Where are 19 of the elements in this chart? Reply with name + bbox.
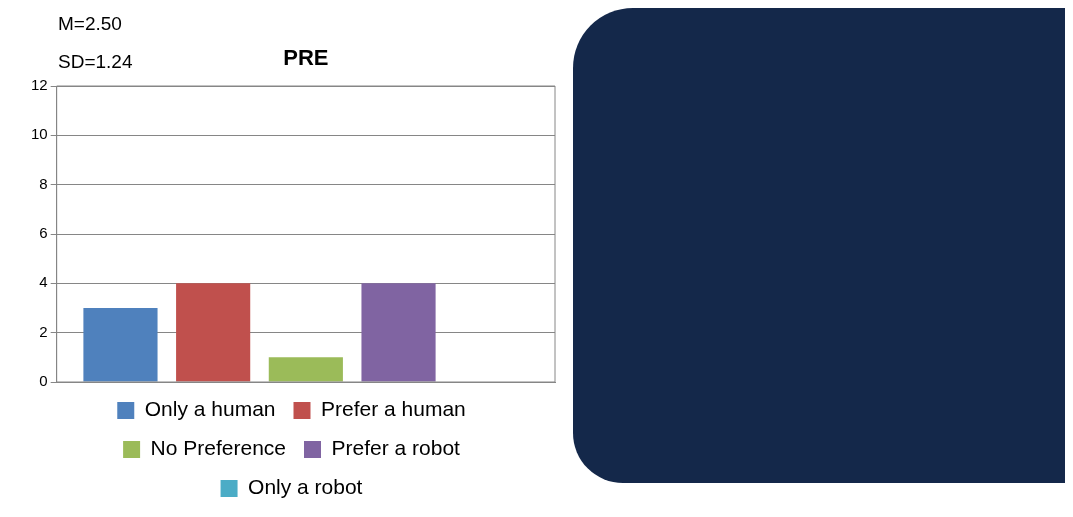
legend-label: Only a human — [144, 397, 276, 421]
text: M=2.50 — [58, 13, 122, 34]
text: SD=1.24 — [58, 51, 133, 72]
y-tick-label: 8 — [39, 174, 48, 192]
legend-label: Only a robot — [248, 475, 363, 499]
bar — [268, 357, 343, 382]
y-tick-label: 4 — [39, 273, 48, 291]
legend-label: Prefer a robot — [331, 436, 461, 460]
bar — [83, 308, 158, 382]
y-tick-label: 10 — [31, 125, 48, 143]
y-tick-label: 2 — [39, 322, 48, 340]
bar — [361, 283, 436, 382]
legend-label: No Preference — [150, 436, 287, 460]
chart-title: PRE — [283, 45, 329, 70]
bar — [176, 283, 251, 382]
y-tick-label: 6 — [39, 224, 48, 242]
y-tick-label: 12 — [31, 76, 48, 94]
y-tick-label: 0 — [39, 372, 48, 390]
legend-label: Prefer a human — [321, 397, 466, 421]
